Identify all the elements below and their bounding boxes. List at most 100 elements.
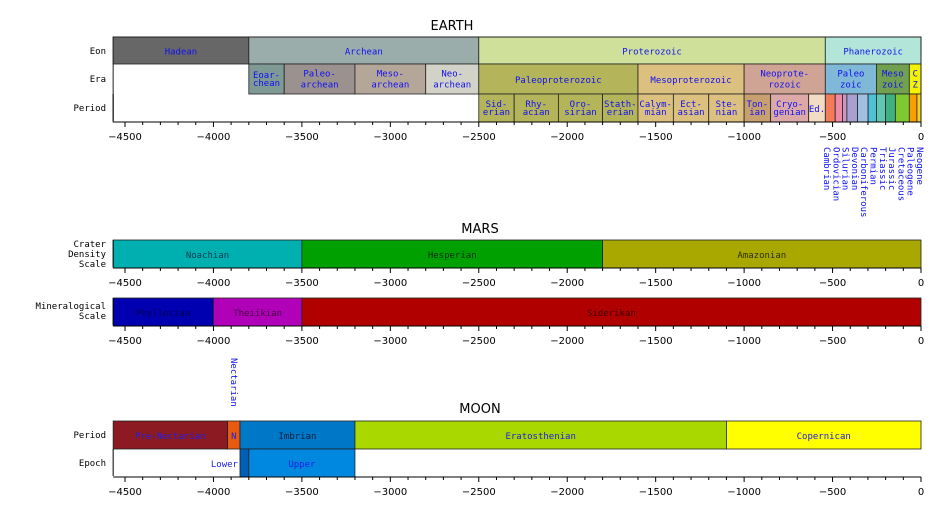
axis-tick-label: −3500 bbox=[285, 132, 319, 143]
earth-period-segment bbox=[478, 93, 515, 123]
axis-tick-label: −2500 bbox=[462, 336, 496, 347]
axis-tick-label: −500 bbox=[819, 487, 846, 498]
axis-tick-label: −4500 bbox=[108, 487, 142, 498]
earth-era-label: Meso zoic bbox=[882, 70, 904, 91]
axis-tick-label: 0 bbox=[918, 278, 924, 289]
earth-era-segment bbox=[283, 63, 356, 95]
earth-period-segment bbox=[894, 93, 910, 123]
mars-crater-label: Noachian bbox=[186, 251, 229, 261]
mars-crater-scale-label: Crater Density Scale bbox=[68, 240, 107, 270]
moon-row-epoch: Epoch bbox=[79, 459, 106, 469]
moon-epoch-lower-label: Lower bbox=[211, 460, 239, 470]
earth-era-segment bbox=[425, 63, 480, 95]
axis-tick-label: −2500 bbox=[462, 132, 496, 143]
moon-epoch-segment bbox=[239, 448, 250, 478]
earth-eon-segment bbox=[248, 36, 480, 65]
earth-period-segment bbox=[908, 93, 918, 123]
axis-tick-label: −2000 bbox=[550, 132, 584, 143]
earth-era-label: Eoar-chean bbox=[253, 71, 280, 89]
mars-mineral-segment bbox=[213, 297, 303, 327]
mars-crater-segment bbox=[112, 239, 303, 269]
earth-period-vertical-label: Devonian bbox=[849, 147, 859, 190]
earth-era-label: Meso-archean bbox=[371, 70, 409, 91]
earth-era-segment bbox=[354, 63, 427, 95]
earth-period-label: Oro-sirian bbox=[564, 100, 597, 118]
axis-tick-label: −4500 bbox=[108, 132, 142, 143]
axis-tick-label: −500 bbox=[819, 278, 846, 289]
axis-tick-label: −3500 bbox=[285, 487, 319, 498]
moon-title: MOON bbox=[459, 402, 500, 417]
earth-eon-segment bbox=[112, 36, 250, 65]
axis-tick-label: −2000 bbox=[550, 487, 584, 498]
axis-tick-label: −2500 bbox=[462, 278, 496, 289]
earth-period-label: Ect-asian bbox=[678, 100, 705, 118]
axis-tick-label: −4000 bbox=[197, 278, 231, 289]
earth-period-label: Cryo-genian bbox=[773, 100, 806, 118]
mars-mineral-scale-label: Mineralogical Scale bbox=[36, 302, 106, 322]
earth-era-label: Neoprote-rozoic bbox=[760, 70, 809, 91]
earth-period-segment bbox=[602, 93, 639, 123]
mars-crater-label: Hesperian bbox=[428, 251, 477, 261]
axis-tick-label: −4500 bbox=[108, 336, 142, 347]
earth-row-period: Period bbox=[73, 104, 106, 114]
moon-period-segment bbox=[726, 420, 922, 450]
earth-period-vertical-label: Cretaceous bbox=[895, 147, 905, 201]
axis-tick-label: −4000 bbox=[197, 132, 231, 143]
earth-era-segment bbox=[824, 63, 877, 95]
earth-period-label: Ste-nian bbox=[716, 100, 738, 118]
earth-period-vertical-label: Neogene bbox=[914, 147, 924, 185]
moon-period-label: Eratosthenian bbox=[505, 432, 575, 442]
mars-mineral-label: Phyllocian bbox=[136, 309, 190, 319]
earth-period-segment bbox=[708, 93, 745, 123]
earth-period-segment bbox=[743, 93, 772, 123]
earth-period-segment bbox=[842, 93, 848, 123]
earth-period-label: Ton-ian bbox=[747, 100, 769, 118]
earth-period-segment bbox=[867, 93, 877, 123]
earth-row-era: Era bbox=[90, 75, 106, 85]
axis-tick-label: −1500 bbox=[639, 132, 673, 143]
axis-tick-label: 0 bbox=[918, 132, 924, 143]
moon-period-segment bbox=[112, 420, 228, 450]
earth-eon-label: Proterozoic bbox=[622, 48, 682, 58]
earth-period-vertical-label: Silurian bbox=[840, 147, 850, 190]
earth-period-vertical-label: Triassic bbox=[877, 147, 887, 190]
axis-tick-label: −500 bbox=[819, 132, 846, 143]
earth-period-label: Ed. bbox=[809, 105, 825, 115]
axis-tick-label: −1500 bbox=[639, 278, 673, 289]
earth-period-segment bbox=[916, 93, 922, 123]
earth-period-label: Sid-erian bbox=[483, 100, 510, 118]
moon-row-period: Period bbox=[73, 431, 106, 441]
earth-period-segment bbox=[770, 93, 810, 123]
axis-tick-label: −3000 bbox=[373, 132, 407, 143]
axis-tick-label: −2000 bbox=[550, 278, 584, 289]
earth-period-label: Stath-erian bbox=[604, 100, 637, 118]
mars-title: MARS bbox=[461, 222, 498, 237]
moon-period-label: Pre-Nectarian bbox=[135, 432, 205, 442]
earth-period-segment bbox=[846, 93, 858, 123]
earth-period-vertical-label: Cambrian bbox=[821, 147, 831, 190]
earth-era-segment bbox=[637, 63, 745, 95]
moon-epoch-label: Upper bbox=[288, 460, 316, 470]
earth-period-label: Calym-mian bbox=[639, 100, 672, 118]
axis-tick-label: −500 bbox=[819, 336, 846, 347]
earth-era-segment bbox=[248, 63, 285, 95]
earth-era-label: Paleoproterozoic bbox=[515, 76, 602, 86]
axis-tick-label: −4000 bbox=[197, 487, 231, 498]
axis-tick-label: −3000 bbox=[373, 487, 407, 498]
axis-tick-label: −1000 bbox=[727, 487, 761, 498]
earth-row-eon: Eon bbox=[90, 47, 106, 57]
earth-eon-label: Hadean bbox=[165, 48, 198, 58]
earth-eon-label: Phanerozoic bbox=[843, 48, 903, 58]
moon-period-label: Copernican bbox=[797, 432, 851, 442]
mars-crater-segment bbox=[602, 239, 922, 269]
mars-mineral-label: Siderikan bbox=[587, 309, 636, 319]
earth-period-segment bbox=[876, 93, 886, 123]
earth-period-segment bbox=[672, 93, 710, 123]
moon-period-segment bbox=[354, 420, 727, 450]
earth-period-vertical-label: Paleogene bbox=[905, 147, 915, 196]
mars-mineral-label: Theiikian bbox=[233, 309, 282, 319]
earth-period-segment bbox=[637, 93, 674, 123]
earth-period-segment bbox=[557, 93, 604, 123]
axis-tick-label: −2000 bbox=[550, 336, 584, 347]
earth-title: EARTH bbox=[431, 19, 474, 34]
